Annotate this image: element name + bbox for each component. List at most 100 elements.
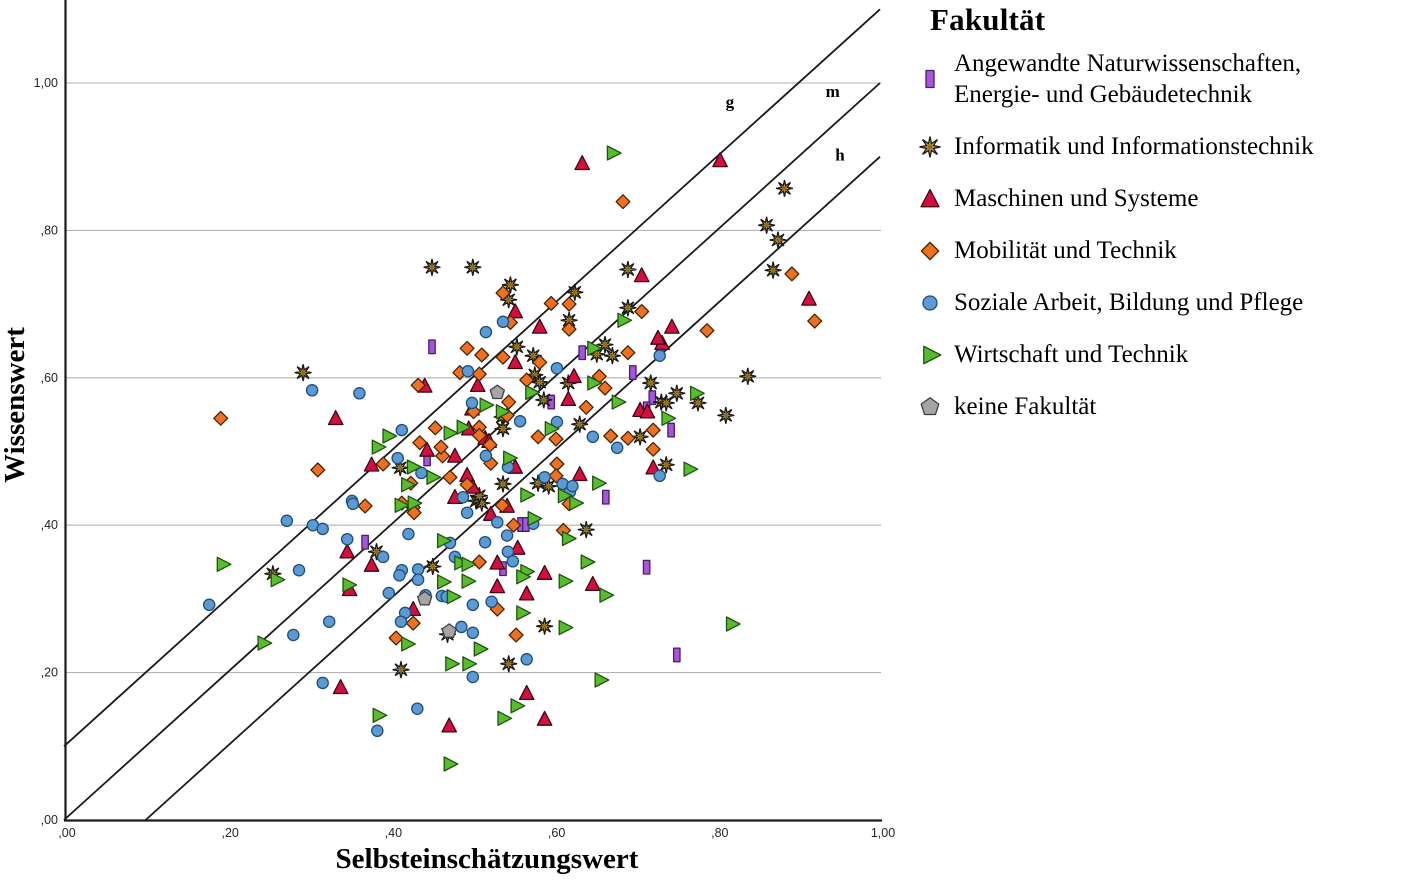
data-point [446, 589, 462, 605]
data-point [462, 656, 478, 672]
data-point [292, 563, 306, 577]
data-point [566, 479, 579, 493]
data-point [371, 439, 387, 455]
data-point [294, 364, 312, 382]
series-4 [202, 315, 666, 738]
data-point [653, 469, 666, 483]
legend-marker-glyph [920, 396, 940, 415]
y-tick-label: ,60 [41, 371, 58, 385]
data-point [657, 394, 675, 412]
data-point [584, 575, 601, 592]
data-point [784, 266, 800, 282]
data-point [620, 345, 636, 361]
data-point [619, 260, 637, 279]
legend-marker-glyph [920, 241, 940, 260]
data-point [489, 554, 506, 570]
data-point [479, 325, 493, 339]
data-point [516, 605, 532, 621]
data-point [540, 477, 558, 495]
data-point [310, 462, 326, 478]
data-point [535, 391, 553, 409]
reference-line-g [63, 8, 881, 747]
data-point [411, 573, 425, 586]
data-point [441, 623, 457, 638]
legend-item-label: Wirtschaft und Technik [954, 341, 1189, 368]
data-point [388, 630, 404, 646]
data-point [441, 717, 458, 733]
data-point [531, 318, 548, 334]
data-point [305, 384, 319, 397]
data-point [497, 710, 513, 726]
data-point [550, 361, 564, 375]
data-point [645, 441, 661, 457]
data-point [479, 449, 493, 463]
data-point [619, 299, 637, 317]
reference-line-label-m: m [826, 82, 840, 101]
legend-marker-glyph [923, 345, 942, 364]
data-point [411, 702, 424, 715]
data-point [423, 258, 441, 276]
data-point [522, 517, 530, 532]
data-point [455, 620, 468, 634]
series-5 [216, 145, 741, 772]
data-point [536, 617, 554, 635]
data-point [346, 497, 360, 511]
legend-marker-glyph [922, 294, 938, 311]
data-point [479, 397, 495, 413]
data-point [527, 510, 543, 527]
data-point [513, 415, 527, 428]
data-point [509, 539, 526, 555]
legend-marker-bar-icon [925, 69, 935, 89]
data-point [342, 577, 358, 593]
data-point [580, 554, 596, 570]
data-point [466, 598, 480, 612]
data-point [689, 385, 705, 401]
legend-marker-circle-icon [922, 294, 938, 311]
y-tick-label: ,20 [41, 666, 58, 680]
data-point [407, 495, 423, 511]
data-point [536, 564, 553, 580]
data-point [411, 563, 425, 576]
data-point [538, 471, 551, 484]
legend-marker-glyph [925, 69, 935, 89]
x-tick-label: ,40 [385, 826, 402, 840]
data-point [807, 313, 823, 329]
reference-line-label-h: h [835, 145, 845, 164]
data-point [508, 627, 524, 643]
data-point [357, 498, 373, 514]
legend-items: Angewandte Naturwissenschaften, Energie-… [918, 48, 1406, 422]
data-point [569, 495, 585, 511]
data-point [510, 698, 526, 714]
data-point [571, 415, 589, 433]
legend-item-label: Informatik und Informationstechnik [954, 133, 1314, 160]
data-point [648, 390, 657, 406]
y-tick-label: ,80 [41, 223, 58, 237]
data-point [436, 533, 452, 549]
data-point [469, 376, 486, 393]
data-point [525, 384, 541, 401]
x-tick-label: ,60 [548, 826, 565, 840]
data-point [456, 490, 470, 504]
data-point [471, 366, 487, 382]
legend-marker-glyph [919, 135, 941, 158]
data-point [532, 354, 548, 370]
legend-marker-glyph [920, 188, 940, 207]
data-point [494, 420, 512, 438]
data-point [471, 554, 487, 570]
data-point [466, 626, 480, 640]
data-point [466, 670, 480, 684]
data-point [427, 420, 443, 436]
data-point [322, 615, 336, 628]
data-point [615, 194, 631, 210]
y-tick-label: 1,00 [34, 76, 58, 90]
data-point [642, 559, 651, 575]
data-point [667, 422, 675, 438]
data-point [447, 447, 463, 463]
data-point [518, 585, 535, 601]
data-point [500, 655, 518, 673]
data-point [213, 410, 229, 426]
series-1 [264, 179, 794, 679]
data-point [699, 323, 715, 339]
